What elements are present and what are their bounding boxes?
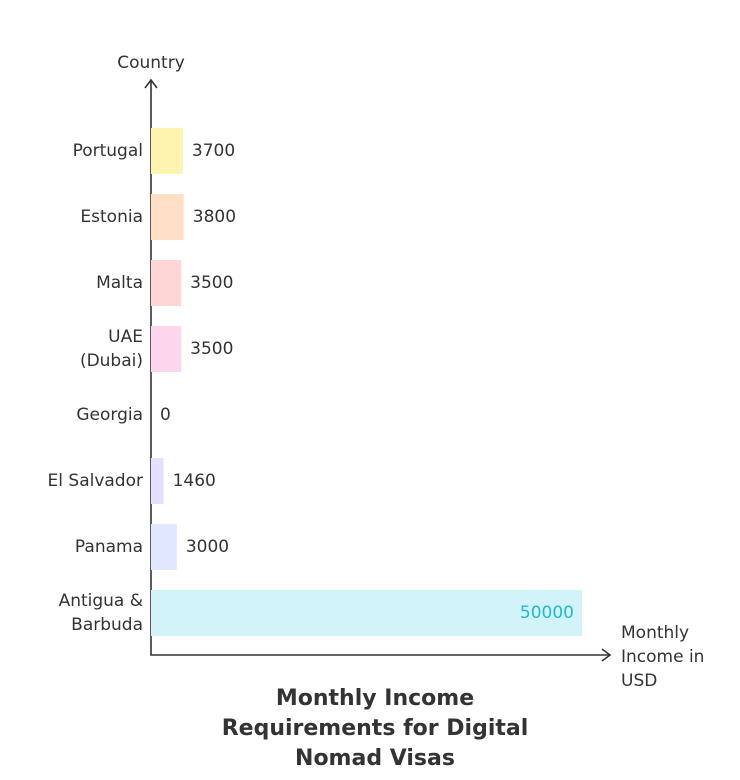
bar [151,260,182,306]
bar [151,194,184,240]
value-label: 3800 [193,207,236,227]
value-label: 3500 [190,273,233,293]
bar [151,128,183,174]
x-arrow [601,648,612,662]
y-tick-label: Georgia [76,405,143,425]
y-tick-label: Panama [75,537,143,557]
axes [150,80,610,656]
bar [151,590,582,636]
y-arrow [144,78,158,89]
bar [151,458,164,504]
y-tick-label: Portugal [73,141,143,161]
bar [151,524,177,570]
value-label: 3700 [192,141,235,161]
value-label: 1460 [173,471,216,491]
y-tick-label: Antigua & Barbuda [59,591,143,635]
bar [151,326,182,372]
chart-title: Monthly Income Requirements for Digital No… [222,686,529,771]
x-axis-label: Monthly Income in USD [621,623,704,691]
value-label: 3000 [186,537,229,557]
y-tick-label: UAE (Dubai) [80,327,143,371]
value-label: 3500 [190,339,233,359]
y-tick-label: Estonia [80,207,143,227]
value-label: 50000 [520,603,574,623]
y-axis-label: Country [117,53,185,73]
value-label: 0 [160,405,171,425]
y-tick-label: El Salvador [48,471,143,491]
y-tick-label: Malta [96,273,143,293]
